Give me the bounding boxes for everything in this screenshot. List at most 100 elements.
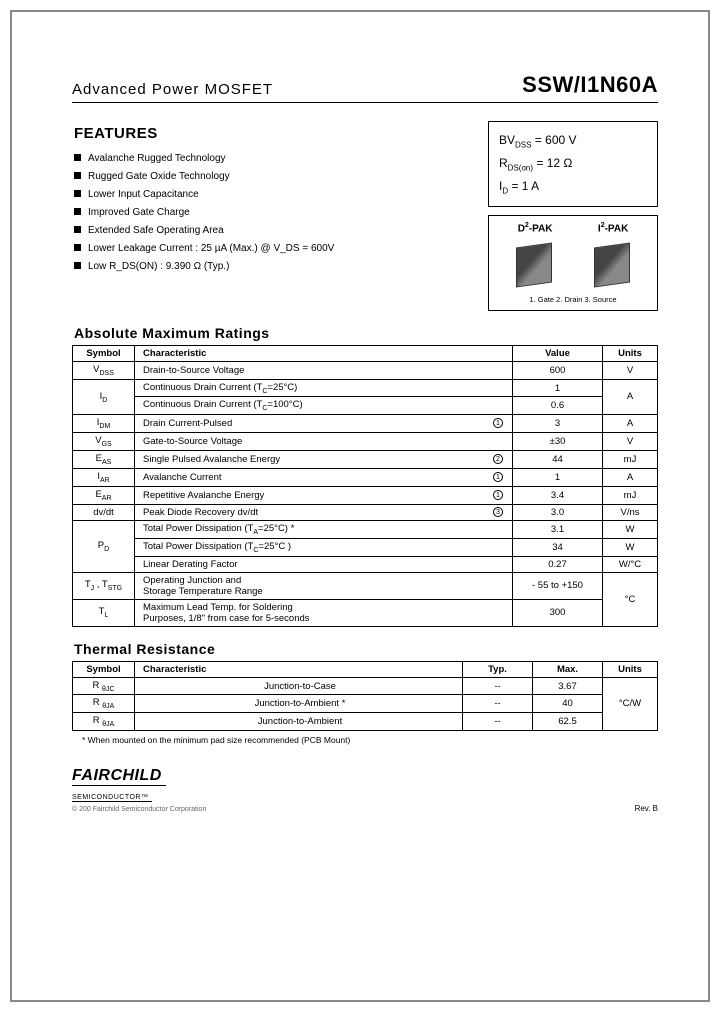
pin-legend: 1. Gate 2. Drain 3. Source (495, 295, 651, 304)
cell-symbol: EAR (73, 486, 135, 504)
cell-typ: -- (463, 677, 533, 695)
table-row: Continuous Drain Current (TC=100°C)0.6 (73, 397, 658, 415)
spec-box: BVDSS = 600 V RDS(on) = 12 Ω ID = 1 A (488, 121, 658, 207)
spec-rds: RDS(on) = 12 Ω (499, 153, 647, 176)
cell-typ: -- (463, 695, 533, 713)
table-row: Linear Derating Factor0.27W/°C (73, 556, 658, 572)
footer: FAIRCHILD SEMICONDUCTOR™ © 200 Fairchild… (72, 767, 658, 813)
feature-item: Low R_DS(ON) : 9.390 Ω (Typ.) (74, 258, 468, 276)
abs-max-table: SymbolCharacteristicValueUnitsVDSSDrain-… (72, 345, 658, 627)
thermal-col-header: Typ. (463, 661, 533, 677)
cell-typ: -- (463, 713, 533, 731)
table-row: IDMDrain Current-Pulsed13A (73, 415, 658, 433)
cell-characteristic: Repetitive Avalanche Energy1 (135, 486, 513, 504)
feature-item: Rugged Gate Oxide Technology (74, 168, 468, 186)
feature-item: Avalanche Rugged Technology (74, 150, 468, 168)
cell-characteristic: Operating Junction andStorage Temperatur… (135, 572, 513, 599)
abs-max-title: Absolute Maximum Ratings (74, 325, 658, 341)
table-row: VGSGate-to-Source Voltage±30V (73, 433, 658, 451)
page-frame: Advanced Power MOSFET SSW/I1N60A FEATURE… (10, 10, 710, 1002)
cell-value: ±30 (513, 433, 603, 451)
cell-unit: V (603, 361, 658, 379)
cell-characteristic: Drain Current-Pulsed1 (135, 415, 513, 433)
package-box: D2-PAK I2-PAK 1. Gate 2. Drain 3. Source (488, 215, 658, 310)
features-heading: FEATURES (74, 125, 468, 142)
cell-characteristic: Continuous Drain Current (TC=25°C) (135, 379, 513, 397)
cell-symbol: IDM (73, 415, 135, 433)
cell-symbol: ID (73, 379, 135, 415)
thermal-table: SymbolCharacteristicTyp.Max.UnitsR θJCJu… (72, 661, 658, 732)
table-row: R θJCJunction-to-Case--3.67°C/W (73, 677, 658, 695)
logo-name: FAIRCHILD (72, 767, 166, 786)
cell-value: 3.1 (513, 520, 603, 538)
cell-characteristic: Continuous Drain Current (TC=100°C) (135, 397, 513, 415)
cell-characteristic: Single Pulsed Avalanche Energy2 (135, 451, 513, 469)
cell-max: 3.67 (533, 677, 603, 695)
cell-unit: V/ns (603, 504, 658, 520)
cell-characteristic: Maximum Lead Temp. for SolderingPurposes… (135, 599, 513, 626)
cell-value: 34 (513, 538, 603, 556)
cell-characteristic: Junction-to-Ambient * (135, 695, 463, 713)
table-row: VDSSDrain-to-Source Voltage600V (73, 361, 658, 379)
feature-item: Extended Safe Operating Area (74, 222, 468, 240)
cell-symbol: dv/dt (73, 504, 135, 520)
part-number: SSW/I1N60A (522, 72, 658, 98)
table-row: dv/dtPeak Diode Recovery dv/dt33.0V/ns (73, 504, 658, 520)
cell-symbol: TJ , TSTG (73, 572, 135, 599)
cell-value: 3.4 (513, 486, 603, 504)
cell-value: 0.27 (513, 556, 603, 572)
cell-unit: mJ (603, 451, 658, 469)
cell-symbol: VDSS (73, 361, 135, 379)
i2pak-icon (594, 242, 630, 287)
spec-bv: BVDSS = 600 V (499, 130, 647, 153)
cell-symbol: R θJA (73, 695, 135, 713)
cell-unit: °C (603, 572, 658, 626)
cell-symbol: IAR (73, 469, 135, 487)
copyright: © 200 Fairchild Semiconductor Corporatio… (72, 806, 206, 813)
feature-item: Lower Leakage Current : 25 µA (Max.) @ V… (74, 240, 468, 258)
cell-characteristic: Peak Diode Recovery dv/dt3 (135, 504, 513, 520)
cell-value: 1 (513, 469, 603, 487)
cell-symbol: R θJC (73, 677, 135, 695)
thermal-col-header: Characteristic (135, 661, 463, 677)
cell-unit: V (603, 433, 658, 451)
thermal-col-header: Max. (533, 661, 603, 677)
cell-value: 300 (513, 599, 603, 626)
package-labels: D2-PAK I2-PAK (495, 222, 651, 234)
right-column: BVDSS = 600 V RDS(on) = 12 Ω ID = 1 A D2… (488, 121, 658, 311)
cell-characteristic: Total Power Dissipation (TC=25°C ) (135, 538, 513, 556)
cell-symbol: VGS (73, 433, 135, 451)
cell-characteristic: Drain-to-Source Voltage (135, 361, 513, 379)
cell-max: 40 (533, 695, 603, 713)
cell-value: 0.6 (513, 397, 603, 415)
logo-subtitle: SEMICONDUCTOR™ (72, 794, 152, 802)
cell-characteristic: Total Power Dissipation (TA=25°C) * (135, 520, 513, 538)
thermal-col-header: Symbol (73, 661, 135, 677)
revision: Rev. B (635, 804, 658, 813)
cell-value: 1 (513, 379, 603, 397)
thermal-title: Thermal Resistance (74, 641, 658, 657)
cell-characteristic: Junction-to-Ambient (135, 713, 463, 731)
cell-unit: mJ (603, 486, 658, 504)
cell-characteristic: Avalanche Current1 (135, 469, 513, 487)
header-left: Advanced Power MOSFET (72, 81, 273, 98)
header-row: Advanced Power MOSFET SSW/I1N60A (72, 72, 658, 103)
d2pak-icon (516, 242, 552, 287)
spec-id: ID = 1 A (499, 176, 647, 199)
top-columns: FEATURES Avalanche Rugged TechnologyRugg… (72, 121, 658, 311)
cell-value: 3.0 (513, 504, 603, 520)
table-row: EASSingle Pulsed Avalanche Energy244mJ (73, 451, 658, 469)
cell-characteristic: Junction-to-Case (135, 677, 463, 695)
cell-symbol: EAS (73, 451, 135, 469)
table-row: IDContinuous Drain Current (TC=25°C)1A (73, 379, 658, 397)
cell-value: 600 (513, 361, 603, 379)
cell-unit: °C/W (603, 677, 658, 731)
feature-item: Lower Input Capacitance (74, 186, 468, 204)
thermal-col-header: Units (603, 661, 658, 677)
page-content: Advanced Power MOSFET SSW/I1N60A FEATURE… (12, 12, 708, 843)
cell-max: 62.5 (533, 713, 603, 731)
cell-unit: W (603, 520, 658, 538)
cell-symbol: TL (73, 599, 135, 626)
abs-col-header: Characteristic (135, 345, 513, 361)
footnote: * When mounted on the minimum pad size r… (82, 735, 658, 745)
